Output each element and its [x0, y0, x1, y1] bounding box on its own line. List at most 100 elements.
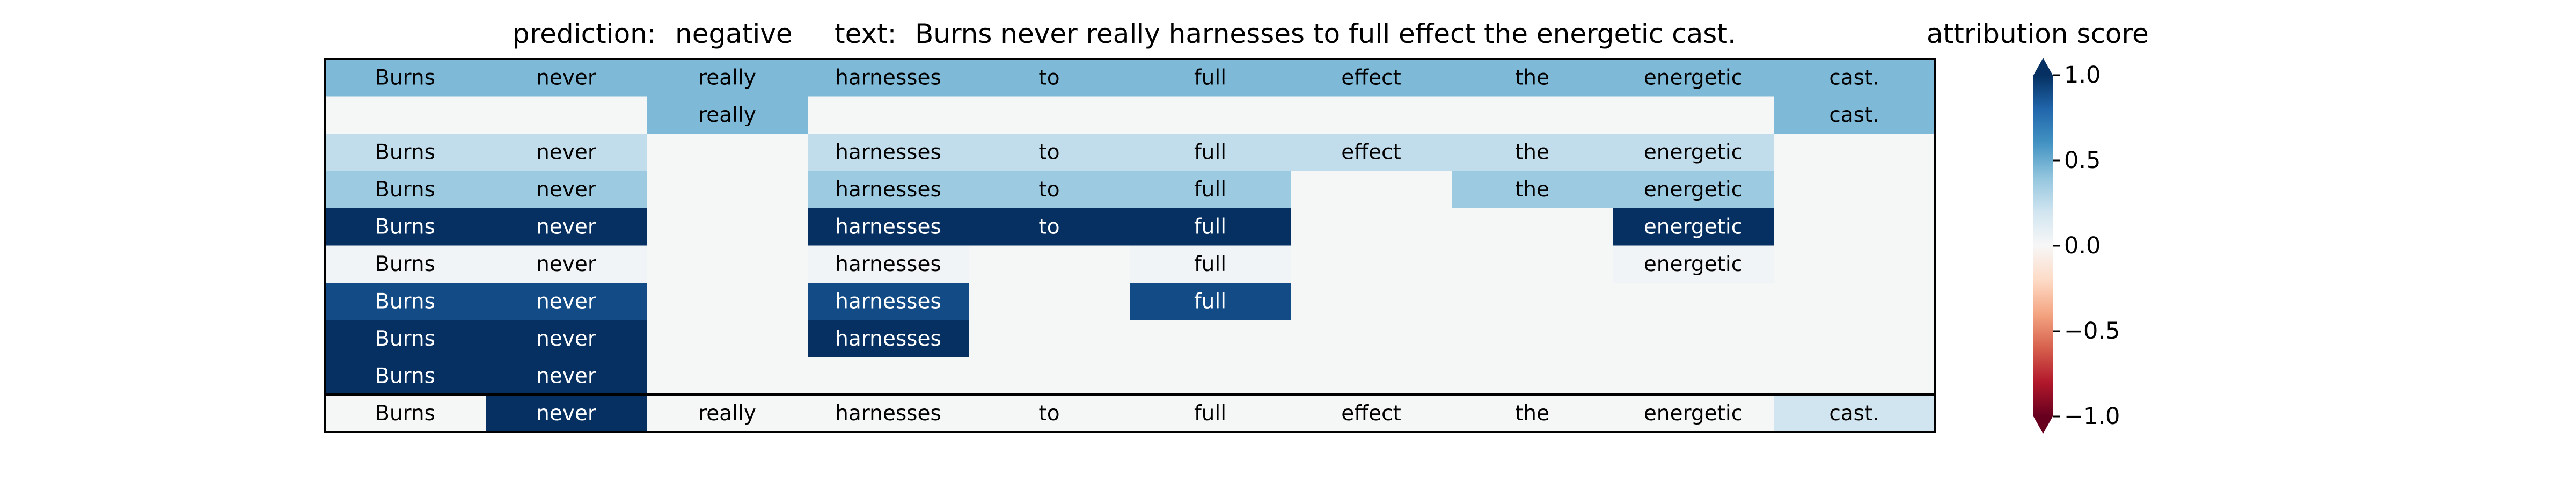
- score-token-label: effect: [1341, 401, 1401, 426]
- heatmap-row: Burns never harnesses to full energetic: [325, 208, 1935, 246]
- score-cell: [1613, 394, 1774, 432]
- heatmap-row: Burns never harnesses full energetic: [325, 245, 1935, 283]
- cell-token-label: energetic: [1644, 140, 1743, 164]
- heatmap-cell: [486, 357, 647, 395]
- heatmap-cell: [808, 171, 969, 209]
- heatmap-cell: [808, 208, 969, 246]
- cell-token-label: never: [536, 215, 597, 239]
- cell-token-label: harnesses: [835, 252, 941, 276]
- cell-token-label: Burns: [375, 364, 435, 388]
- heatmap-cell: [1130, 283, 1291, 320]
- heatmap-cell: [808, 59, 969, 97]
- colorbar-gradient: [2033, 75, 2053, 416]
- heatmap-row: Burns never really harnesses to full effect the…: [325, 59, 1935, 97]
- token-score-row: Burns never really harnesses to full effect the…: [325, 394, 1935, 432]
- heatmap-cell: [325, 320, 486, 358]
- heatmap-cell: [1291, 208, 1452, 246]
- heatmap-cell: [969, 134, 1130, 171]
- cell-token-label: really: [698, 103, 756, 127]
- heatmap-cell: [969, 208, 1130, 246]
- score-cell: [1130, 394, 1291, 432]
- heatmap-cell: [1291, 245, 1452, 283]
- colorbar-max-extend: [2033, 58, 2053, 75]
- heatmap-cell: [1774, 171, 1935, 209]
- heatmap-cell: [486, 134, 647, 171]
- score-token-label: cast.: [1829, 401, 1879, 426]
- cell-token-label: energetic: [1644, 178, 1743, 202]
- heatmap-cell: [1613, 134, 1774, 171]
- heatmap-cell: [808, 320, 969, 358]
- cell-token-label: never: [536, 140, 597, 164]
- heatmap-cell: [325, 208, 486, 246]
- heatmap-cell: [1452, 171, 1613, 209]
- heatmap-row: Burns never: [325, 357, 1935, 395]
- heatmap-cell: [1291, 320, 1452, 358]
- heatmap-row: Burns never harnesses full: [325, 283, 1935, 320]
- colorbar-tick-label: 1.0: [2064, 62, 2101, 89]
- cell-token-label: never: [536, 289, 597, 313]
- cell-token-label: never: [536, 252, 597, 276]
- heatmap-cell: [969, 96, 1130, 134]
- heatmap-cell: [1774, 283, 1935, 320]
- heatmap-frame: [324, 58, 1936, 433]
- heatmap-cell: [1291, 357, 1452, 395]
- heatmap-cell: [969, 59, 1130, 97]
- cell-token-label: never: [536, 327, 597, 351]
- cell-token-label: harnesses: [835, 140, 941, 164]
- heatmap-cell: [1130, 245, 1291, 283]
- heatmap-cell: [1774, 208, 1935, 246]
- cell-token-label: effect: [1341, 140, 1401, 164]
- heatmap-cell: [325, 357, 486, 395]
- cell-token-label: to: [1038, 65, 1059, 90]
- heatmap-cell: [1130, 357, 1291, 395]
- heatmap-cell: [486, 320, 647, 358]
- cell-token-label: energetic: [1644, 65, 1743, 90]
- heatmap-cell: [486, 96, 647, 134]
- heatmap-cell: [1774, 357, 1935, 395]
- heatmap-cell: [1452, 357, 1613, 395]
- heatmap-cell: [486, 171, 647, 209]
- heatmap-cell: [325, 283, 486, 320]
- prediction-value: negative: [675, 18, 793, 49]
- cell-token-label: full: [1194, 252, 1226, 276]
- heatmap-cell: [1774, 96, 1935, 134]
- cell-token-label: never: [536, 65, 597, 90]
- cell-token-label: really: [698, 65, 756, 90]
- heatmap-cell: [1452, 283, 1613, 320]
- cell-token-label: energetic: [1644, 215, 1743, 239]
- cell-token-label: full: [1194, 215, 1226, 239]
- cell-token-label: Burns: [375, 215, 435, 239]
- text-value: Burns never really harnesses to full eff…: [915, 18, 1736, 49]
- cell-token-label: harnesses: [835, 178, 941, 202]
- heatmap-cell: [1130, 59, 1291, 97]
- attribution-heatmap: Burns never really harnesses to full effect the…: [325, 59, 1935, 395]
- heatmap-row: Burns never harnesses to full the energetic: [325, 171, 1935, 209]
- heatmap-cell: [1130, 134, 1291, 171]
- heatmap-cell: [1774, 59, 1935, 97]
- colorbar: 1.0 0.5 0.0 −0.5 −1.0: [2033, 58, 2120, 434]
- score-token-label: to: [1038, 401, 1059, 426]
- score-token-label: harnesses: [835, 401, 941, 426]
- heatmap-cell: [808, 357, 969, 395]
- heatmap-cell: [1774, 320, 1935, 358]
- score-cell: [1291, 394, 1452, 432]
- cell-token-label: to: [1038, 215, 1059, 239]
- heatmap-cell: [1613, 96, 1774, 134]
- heatmap-cell: [1774, 134, 1935, 171]
- score-cell: [647, 394, 808, 432]
- cell-token-label: cast.: [1829, 103, 1879, 127]
- heatmap-cell: [1774, 245, 1935, 283]
- score-cell: [325, 394, 486, 432]
- heatmap-row: Burns never harnesses: [325, 320, 1935, 358]
- cell-token-label: Burns: [375, 140, 435, 164]
- cell-token-label: to: [1038, 140, 1059, 164]
- heatmap-cell: [1130, 320, 1291, 358]
- heatmap-cell: [808, 245, 969, 283]
- heatmap-cell: [808, 283, 969, 320]
- colorbar-tick-label: 0.0: [2064, 232, 2101, 259]
- heatmap-cell: [969, 357, 1130, 395]
- colorbar-tick-label: −1.0: [2064, 403, 2120, 430]
- heatmap-cell: [325, 96, 486, 134]
- heatmap-cell: [1613, 59, 1774, 97]
- heatmap-cell: [325, 171, 486, 209]
